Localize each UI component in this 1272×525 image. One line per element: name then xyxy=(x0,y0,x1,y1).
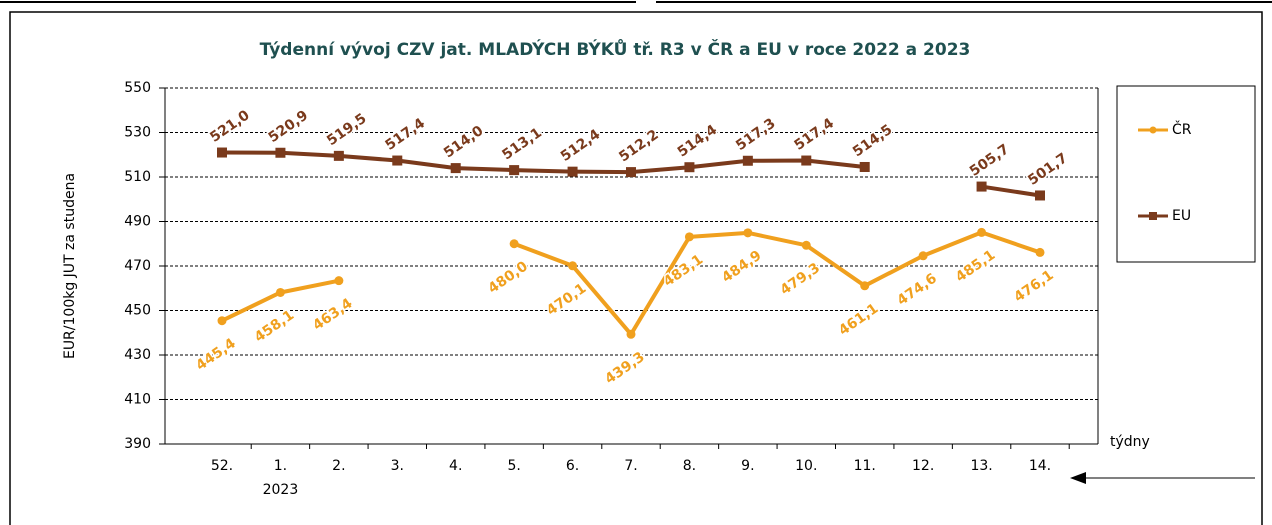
x-tick-label: 14. xyxy=(1029,458,1051,474)
legend-label: EU xyxy=(1172,208,1191,224)
marker xyxy=(392,155,403,166)
value-label: 501,7 xyxy=(1025,150,1070,189)
value-label: 458,1 xyxy=(252,307,297,346)
series-line xyxy=(221,150,1041,198)
marker xyxy=(976,181,987,192)
value-label: 512,2 xyxy=(616,127,661,166)
x-tick-label: 7. xyxy=(624,458,637,474)
legend-label: ČR xyxy=(1172,120,1192,138)
y-axis-label: EUR/100kg JUT za studena xyxy=(62,173,78,359)
y-tick-label: 490 xyxy=(124,214,151,230)
x-tick-label: 2. xyxy=(332,458,345,474)
chart-title: Týdenní vývoj CZV jat. MLADÝCH BÝKŮ tř. … xyxy=(260,37,971,60)
value-label: 514,0 xyxy=(441,123,487,162)
x-tick-label: 12. xyxy=(912,458,934,474)
marker xyxy=(918,251,928,261)
x-tick-label: 5. xyxy=(507,458,520,474)
marker xyxy=(684,232,694,242)
marker xyxy=(977,227,987,237)
value-label: 513,1 xyxy=(499,125,544,164)
value-label: 520,9 xyxy=(266,107,311,146)
x-tick-label: 6. xyxy=(566,458,579,474)
x-tick-label: 13. xyxy=(970,458,992,474)
x-tick-label: 3. xyxy=(391,458,404,474)
value-label: 461,1 xyxy=(836,301,881,340)
marker xyxy=(217,147,227,158)
marker xyxy=(743,228,753,238)
marker xyxy=(450,163,461,174)
marker xyxy=(217,316,227,326)
marker xyxy=(333,150,344,161)
marker xyxy=(801,240,811,250)
marker xyxy=(860,281,870,291)
marker xyxy=(568,261,578,271)
value-label: 484,9 xyxy=(719,248,764,287)
y-tick-label: 390 xyxy=(124,436,151,452)
legend-marker xyxy=(1149,126,1157,134)
marker xyxy=(1035,247,1045,257)
y-tick-label: 550 xyxy=(124,80,151,96)
value-label: 514,5 xyxy=(850,122,895,161)
marker xyxy=(684,162,695,173)
y-tick-label: 470 xyxy=(124,258,151,274)
marker xyxy=(742,155,753,166)
legend-marker xyxy=(1149,212,1157,220)
marker xyxy=(567,166,578,177)
y-tick-label: 510 xyxy=(124,169,151,185)
value-label: 463,4 xyxy=(310,295,356,334)
legend-box xyxy=(1116,85,1256,263)
x-tick-label: 9. xyxy=(741,458,754,474)
marker xyxy=(626,167,636,178)
value-label: 517,3 xyxy=(733,116,778,155)
marker xyxy=(334,276,344,286)
value-label: 505,7 xyxy=(967,141,1012,180)
x-tick-label: 4. xyxy=(449,458,462,474)
arrow-head xyxy=(1070,472,1086,484)
x-tick-label: 8. xyxy=(683,458,696,474)
value-label: 476,1 xyxy=(1011,267,1056,306)
year-annotation: 2023 xyxy=(263,482,299,498)
marker xyxy=(801,155,812,166)
value-label: 521,0 xyxy=(207,107,253,146)
y-tick-label: 450 xyxy=(124,303,151,319)
x-tick-label: 10. xyxy=(795,458,817,474)
value-label: 514,4 xyxy=(675,122,721,161)
marker xyxy=(275,147,286,158)
frame xyxy=(9,11,1263,525)
marker xyxy=(1035,190,1045,201)
x-tick-label: 11. xyxy=(854,458,876,474)
value-label: 517,4 xyxy=(383,115,429,154)
value-label: 517,4 xyxy=(792,115,838,154)
y-tick-label: 430 xyxy=(124,347,151,363)
value-label: 480,0 xyxy=(485,258,531,297)
marker xyxy=(509,239,519,249)
y-tick-label: 530 xyxy=(124,125,151,141)
value-label: 470,1 xyxy=(544,281,589,320)
x-axis-label: týdny xyxy=(1110,434,1150,450)
value-label: 519,5 xyxy=(324,111,369,150)
marker xyxy=(509,165,520,176)
marker xyxy=(626,329,636,339)
x-tick-label: 52. xyxy=(211,458,233,474)
marker xyxy=(275,287,285,297)
y-tick-label: 410 xyxy=(124,392,151,408)
value-label: 474,6 xyxy=(894,271,939,310)
marker xyxy=(859,161,870,172)
x-tick-label: 1. xyxy=(274,458,287,474)
